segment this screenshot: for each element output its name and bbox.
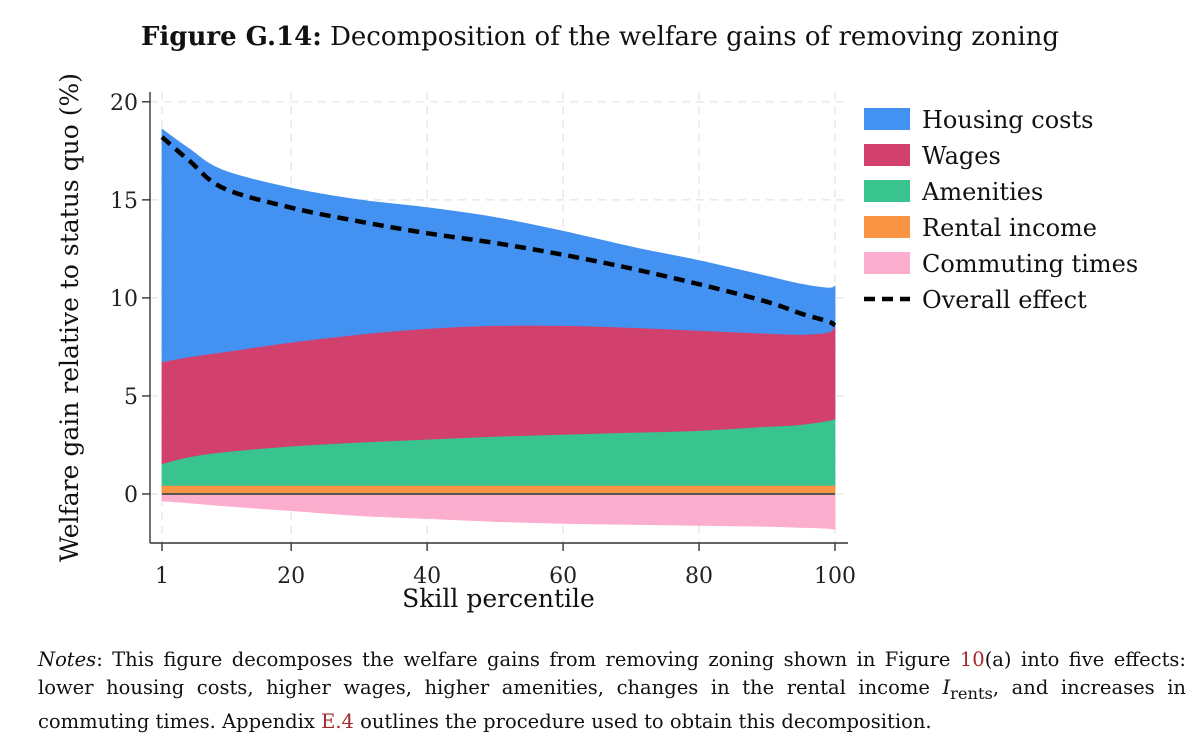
legend-label: Wages (922, 142, 1001, 170)
figure-notes: Notes: This figure decomposes the welfar… (38, 646, 1186, 736)
appendix-ref-link[interactable]: E.4 (321, 709, 354, 733)
figure-title: Figure G.14: Decomposition of the welfar… (0, 22, 1200, 52)
y-tick-label: 5 (124, 385, 138, 410)
notes-text-2: (a) into five effects: lower housing cos… (38, 648, 1186, 699)
axes: 0 5 10 15 20 1 20 40 60 80 100 (110, 91, 856, 589)
rents-subscript: rents (950, 683, 993, 703)
x-tick-label: 40 (413, 564, 441, 589)
legend-swatch-wages (864, 144, 910, 166)
y-tick-label: 15 (110, 189, 138, 214)
notes-text-3: , and increases in commuting times. Appe… (38, 676, 1186, 733)
rents-variable: I (942, 676, 951, 699)
figure-ref-link[interactable]: 10 (959, 648, 985, 671)
stacked-areas (161, 128, 836, 530)
figure-label: Figure G.14: (140, 22, 322, 52)
legend-swatch-housing-costs (864, 108, 910, 130)
legend-label: Overall effect (922, 286, 1087, 314)
area-commuting-times (161, 493, 836, 530)
y-tick-label: 20 (110, 91, 138, 116)
overall-effect-layer (160, 135, 837, 328)
x-tick-label: 60 (549, 564, 577, 589)
x-axis-label: Skill percentile (402, 584, 595, 613)
overall-effect-line (160, 135, 837, 328)
legend-label: Rental income (922, 214, 1097, 242)
legend-swatch-commuting-times (864, 252, 910, 274)
y-axis-label: Welfare gain relative to status quo (%) (55, 73, 84, 562)
x-tick-label: 1 (155, 564, 169, 589)
notes-text-4: outlines the procedure used to obtain th… (353, 709, 932, 733)
x-tick-label: 80 (685, 564, 713, 589)
legend-label: Amenities (921, 178, 1043, 206)
legend-swatch-rental-income (864, 216, 910, 238)
notes-label: Notes (38, 648, 97, 671)
legend-swatch-amenities (864, 180, 910, 202)
legend-label: Housing costs (922, 106, 1093, 134)
legend: Housing costs Wages Amenities Rental income… (864, 106, 1138, 314)
y-tick-label: 0 (124, 483, 138, 508)
y-tick-label: 10 (110, 287, 138, 312)
x-tick-label: 100 (814, 564, 856, 589)
notes-text-1: : This figure decomposes the welfare gai… (96, 648, 960, 671)
welfare-decomposition-chart: 0 5 10 15 20 1 20 40 60 80 100 Housing costs Wages A… (55, 73, 1138, 613)
area-rental-income (161, 485, 836, 495)
figure-title-text: Decomposition of the welfare gains of re… (330, 22, 1060, 52)
legend-label: Commuting times (922, 250, 1138, 278)
x-tick-label: 20 (277, 564, 305, 589)
